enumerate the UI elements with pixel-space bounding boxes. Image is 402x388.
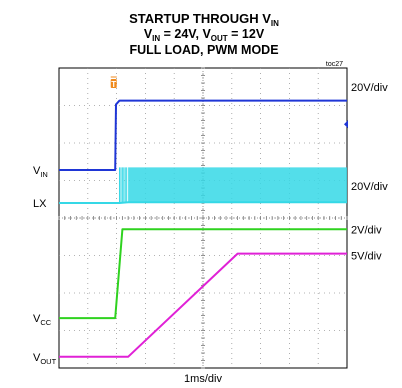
lx-label-base: LX — [33, 198, 47, 210]
reference-arrow-icon — [344, 120, 348, 129]
vin-trace — [59, 99, 347, 171]
vcc-trace — [59, 228, 347, 320]
vout-trace — [59, 252, 347, 358]
x-axis-label: 1ms/div — [184, 373, 222, 385]
vin-scale-label: 20V/div — [351, 82, 388, 94]
vin-label: VIN — [33, 165, 48, 179]
chart-title-line3: FULL LOAD, PWM MODE — [129, 43, 279, 57]
vcc-label-sub: CC — [40, 318, 51, 327]
vout-label: VOUT — [33, 352, 57, 366]
vcc-scale-label: 2V/div — [351, 224, 382, 236]
chart-title-line1: STARTUP THROUGH VIN — [129, 11, 279, 28]
vcc-label: VCC — [33, 313, 52, 327]
lx-scale-label: 20V/div — [351, 181, 388, 193]
traces — [59, 99, 347, 358]
chart-title-line2: VIN = 24V, VOUT = 12V — [143, 27, 265, 43]
vout-label-sub: OUT — [40, 357, 56, 366]
vin-label-base: V — [33, 165, 41, 177]
reference-arrow-shape — [344, 120, 348, 129]
vout-label-base: V — [33, 352, 41, 364]
trigger-marker-body — [110, 79, 117, 88]
trigger-marker: T — [110, 76, 117, 89]
lx-trace — [59, 201, 347, 204]
vcc-label-base: V — [33, 313, 41, 325]
lx-label: LX — [33, 198, 47, 210]
vout-scale-label: 5V/div — [351, 251, 382, 263]
figure-code: toc27 — [326, 61, 343, 68]
lx-switching-band — [128, 167, 347, 203]
trigger-marker-symbol: T — [111, 80, 116, 89]
vin-label-sub: IN — [40, 170, 48, 179]
